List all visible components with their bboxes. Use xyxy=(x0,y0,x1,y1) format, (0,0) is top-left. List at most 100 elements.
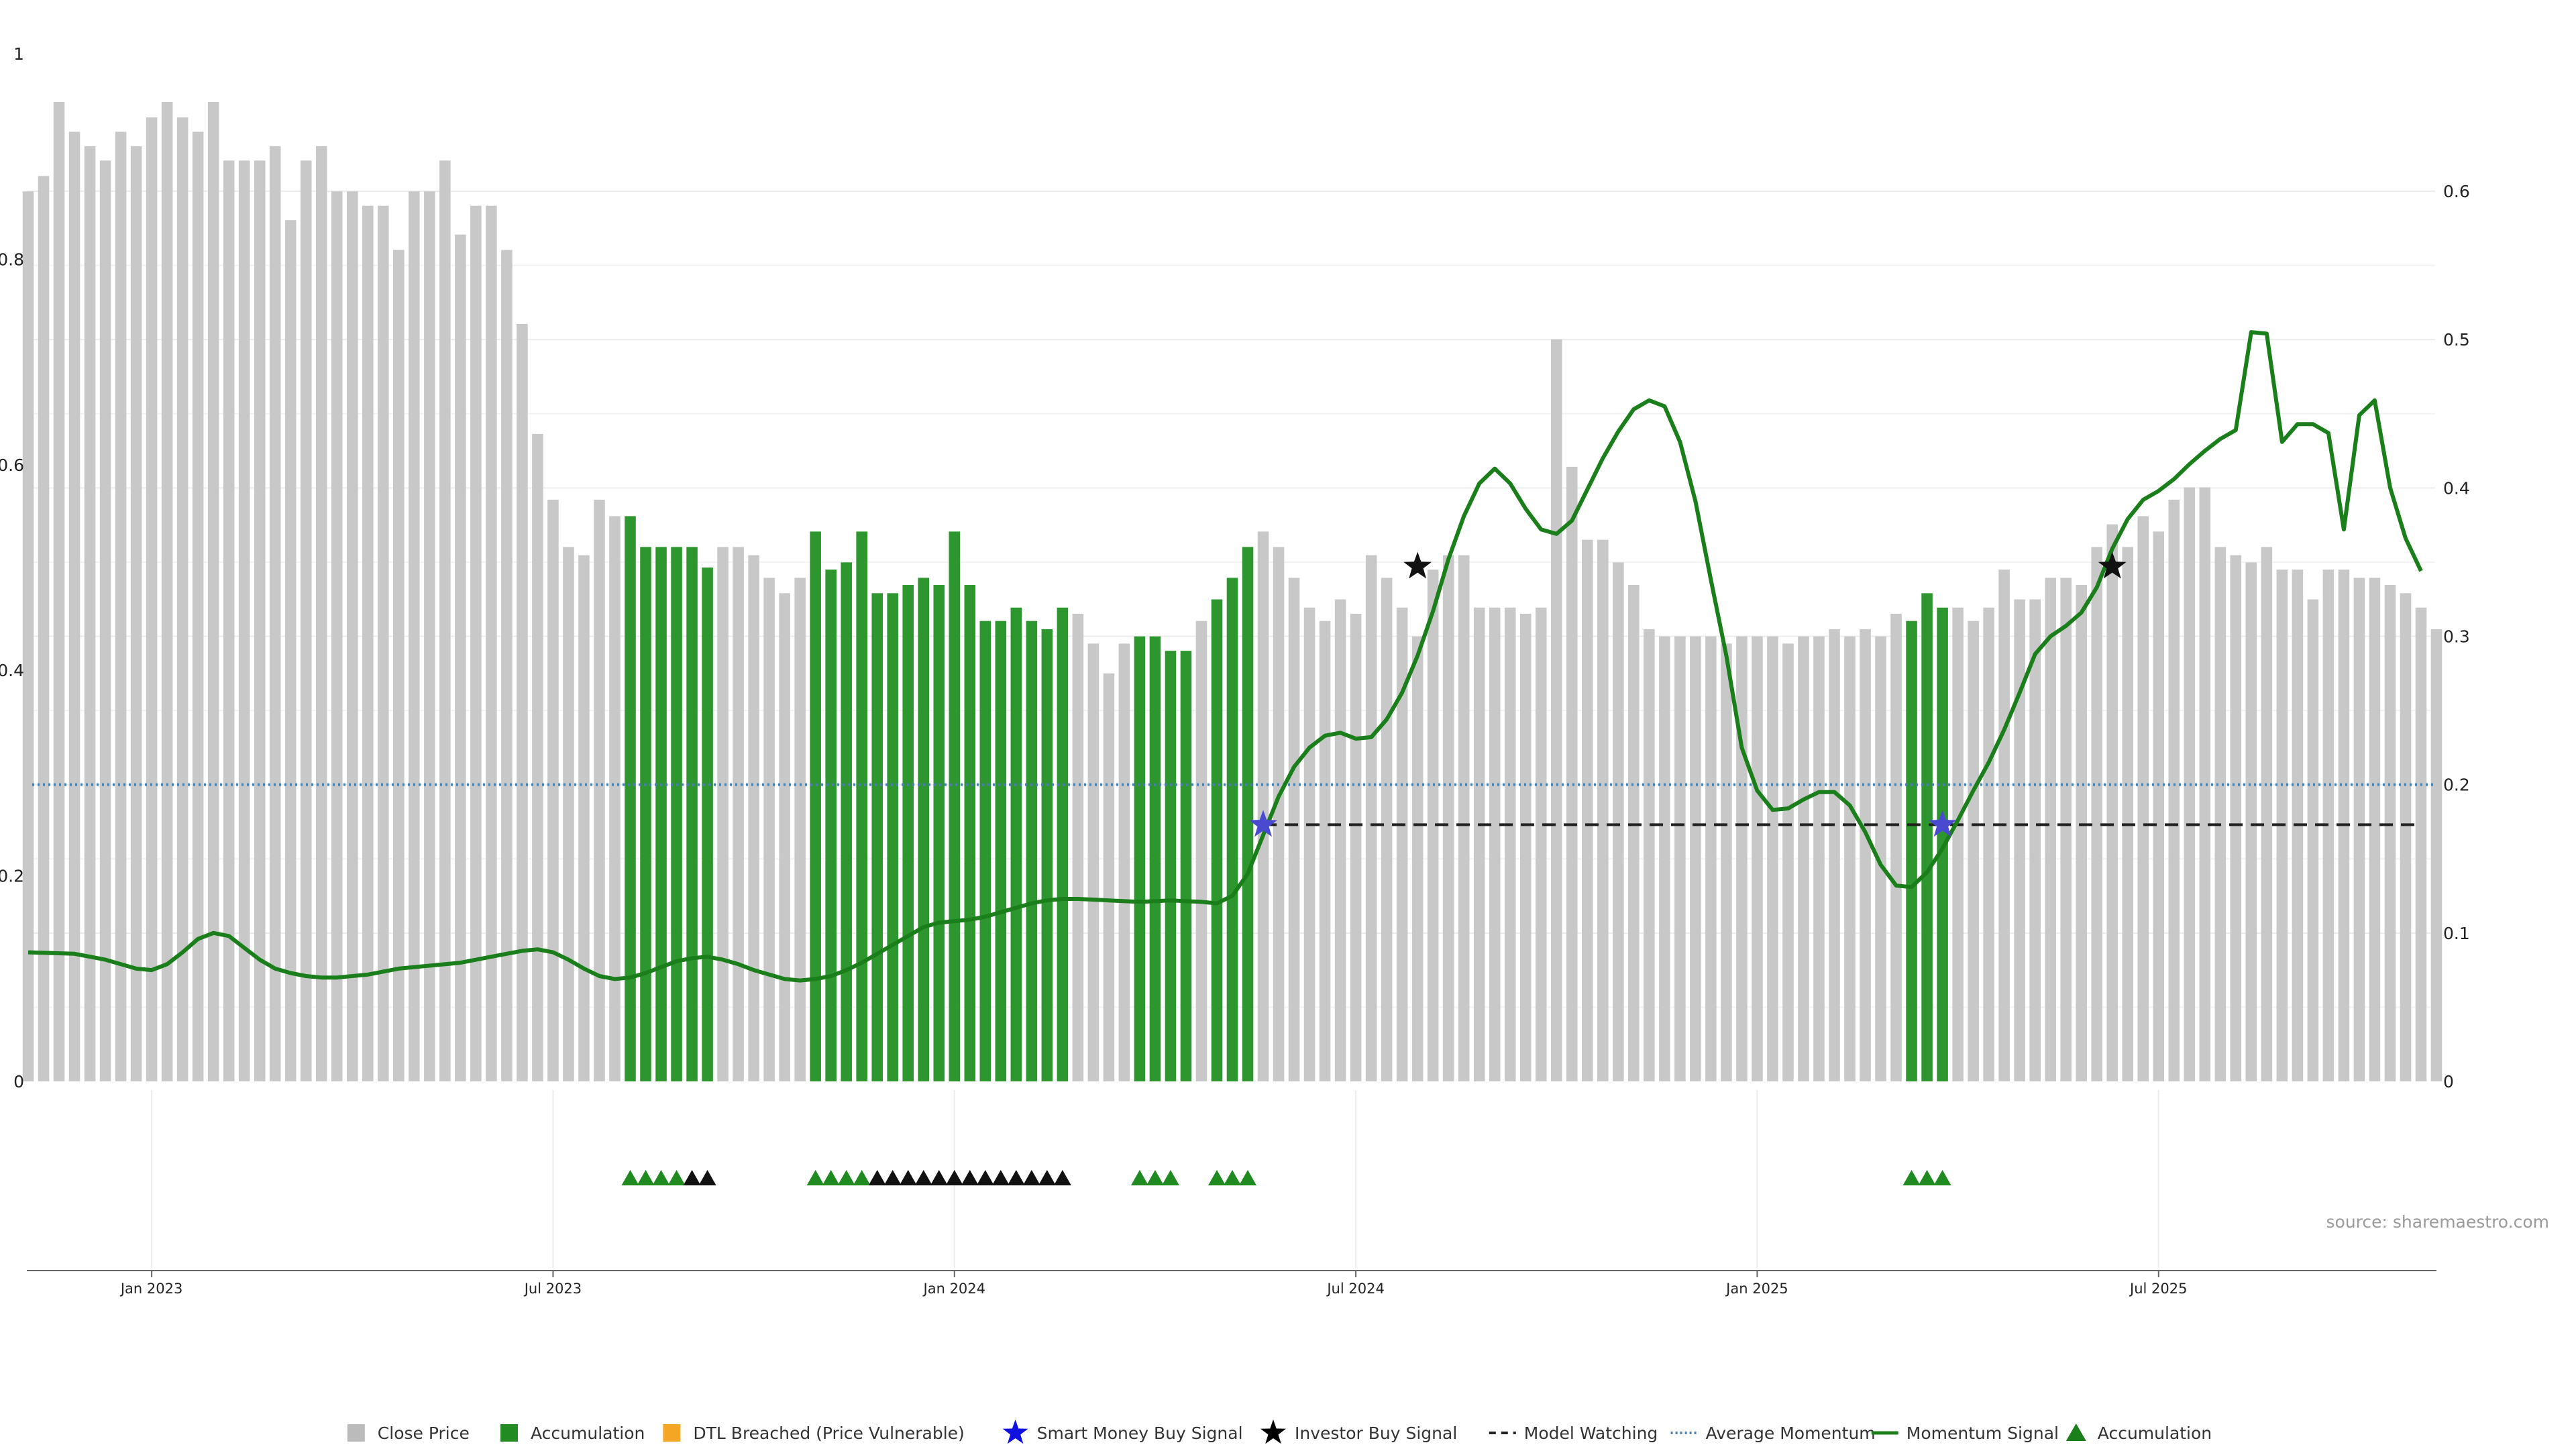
accumulation-triangle-marker xyxy=(698,1170,716,1185)
left-y-tick-label: 1 xyxy=(13,44,24,64)
accumulation-bar xyxy=(887,593,899,1081)
investor-buy-star xyxy=(1403,551,1432,579)
close-price-bar xyxy=(1504,607,1516,1081)
close-price-bar xyxy=(1458,555,1470,1081)
close-price-bar xyxy=(1566,466,1578,1081)
close-price-bar xyxy=(733,547,744,1081)
close-price-bar xyxy=(779,593,790,1081)
close-price-bar xyxy=(1705,636,1717,1081)
close-price-bar xyxy=(594,499,605,1081)
close-price-bar xyxy=(1875,636,1886,1081)
accumulation-triangle-marker xyxy=(1208,1170,1226,1185)
accumulation-bar xyxy=(655,547,667,1081)
close-price-bars xyxy=(22,102,2443,1082)
accumulation-bar xyxy=(1906,621,1917,1081)
close-price-bar xyxy=(2029,599,2041,1081)
close-price-bar xyxy=(1519,613,1532,1081)
momentum-signal-layer xyxy=(28,330,2423,983)
legend-label: Investor Buy Signal xyxy=(1295,1424,1457,1443)
close-price-bar xyxy=(1334,599,1346,1081)
close-price-bar xyxy=(2384,585,2396,1081)
accumulation-bar xyxy=(640,547,651,1081)
close-price-bar xyxy=(84,146,96,1081)
accumulation-triangle-marker xyxy=(806,1170,824,1185)
close-price-bar xyxy=(2369,578,2381,1081)
close-price-bar xyxy=(2430,629,2443,1081)
close-price-bar xyxy=(455,234,466,1082)
accumulation-bar xyxy=(702,568,713,1081)
legend-star-icon xyxy=(1002,1419,1028,1444)
close-price-bar xyxy=(2106,524,2118,1081)
legend-triangle-icon xyxy=(2065,1424,2086,1441)
accumulation-bar xyxy=(1180,651,1192,1081)
close-price-bar xyxy=(1103,673,1115,1081)
close-price-bar xyxy=(2307,599,2319,1081)
close-price-bar xyxy=(1473,607,1485,1081)
close-price-bar xyxy=(176,117,189,1081)
accumulation-triangle-marker xyxy=(899,1170,917,1185)
x-tick-label: Jul 2023 xyxy=(523,1281,582,1297)
accumulation-bar xyxy=(1041,629,1053,1081)
accumulation-triangle-marker xyxy=(1902,1170,1921,1185)
accumulation-bar xyxy=(918,578,930,1081)
legend-label: Accumulation xyxy=(531,1424,645,1443)
close-price-bar xyxy=(1597,539,1609,1081)
close-price-bar xyxy=(1550,339,1562,1081)
close-price-bar xyxy=(1396,607,1408,1081)
accumulation-bar xyxy=(979,621,991,1081)
close-price-bar xyxy=(439,160,451,1081)
smart-money-buy-star xyxy=(1928,810,1957,837)
accumulation-triangle-marker xyxy=(1224,1170,1241,1185)
accumulation-bar xyxy=(964,585,976,1081)
accumulation-bar xyxy=(1026,621,1038,1081)
accumulation-triangle-marker xyxy=(652,1170,670,1185)
close-price-bar xyxy=(1690,636,1701,1081)
close-price-bar xyxy=(2014,599,2025,1081)
close-price-bar xyxy=(300,160,312,1081)
close-price-bar xyxy=(1628,585,1640,1081)
close-price-bar xyxy=(2168,499,2180,1081)
close-price-bar xyxy=(68,131,80,1081)
x-tick-label: Jan 2023 xyxy=(119,1281,183,1297)
accumulation-triangle-marker xyxy=(976,1170,994,1185)
accumulation-triangle-marker xyxy=(1146,1170,1164,1185)
close-price-bar xyxy=(1087,643,1099,1081)
close-price-bar xyxy=(2199,487,2211,1081)
accumulation-bar xyxy=(871,593,883,1081)
legend-label: Accumulation xyxy=(2098,1424,2212,1443)
legend-label: Smart Money Buy Signal xyxy=(1037,1424,1243,1443)
close-price-bar xyxy=(1319,621,1331,1081)
close-price-bar xyxy=(115,131,127,1081)
left-y-axis: 0 0.2 0.4 0.6 0.8 1 xyxy=(0,44,24,1091)
close-price-bar xyxy=(22,191,34,1082)
accumulation-triangle-marker xyxy=(961,1170,979,1185)
close-price-bar xyxy=(1365,555,1377,1081)
right-y-tick-label: 0.5 xyxy=(2443,330,2470,350)
accumulation-triangle-marker xyxy=(853,1170,871,1185)
accumulation-triangle-marker xyxy=(930,1170,948,1185)
close-price-bar xyxy=(223,160,235,1081)
right-y-tick-label: 0.4 xyxy=(2443,478,2470,498)
right-y-tick-label: 0.1 xyxy=(2443,924,2470,943)
close-price-bar xyxy=(2122,547,2134,1081)
accumulation-triangle-marker xyxy=(837,1170,855,1185)
close-price-bar xyxy=(99,160,111,1081)
close-price-bar xyxy=(1288,578,1300,1081)
legend-star-icon xyxy=(1260,1419,1286,1444)
close-price-bar xyxy=(1411,636,1424,1081)
close-price-bar xyxy=(1721,643,1732,1081)
accumulation-bar xyxy=(1226,578,1238,1081)
close-price-bar xyxy=(1442,555,1454,1081)
accumulation-triangle-marker xyxy=(1007,1170,1025,1185)
close-price-bar xyxy=(1257,531,1269,1081)
close-price-bar xyxy=(486,205,497,1082)
accumulation-triangle-marker xyxy=(667,1170,686,1185)
accumulation-triangle-marker xyxy=(1918,1170,1936,1185)
close-price-bar xyxy=(1890,613,1902,1081)
close-price-bar xyxy=(763,578,775,1081)
accumulation-bar xyxy=(949,531,961,1081)
legend-square-icon xyxy=(500,1424,518,1442)
close-price-bar xyxy=(1674,636,1686,1081)
close-price-bar xyxy=(2153,531,2165,1081)
